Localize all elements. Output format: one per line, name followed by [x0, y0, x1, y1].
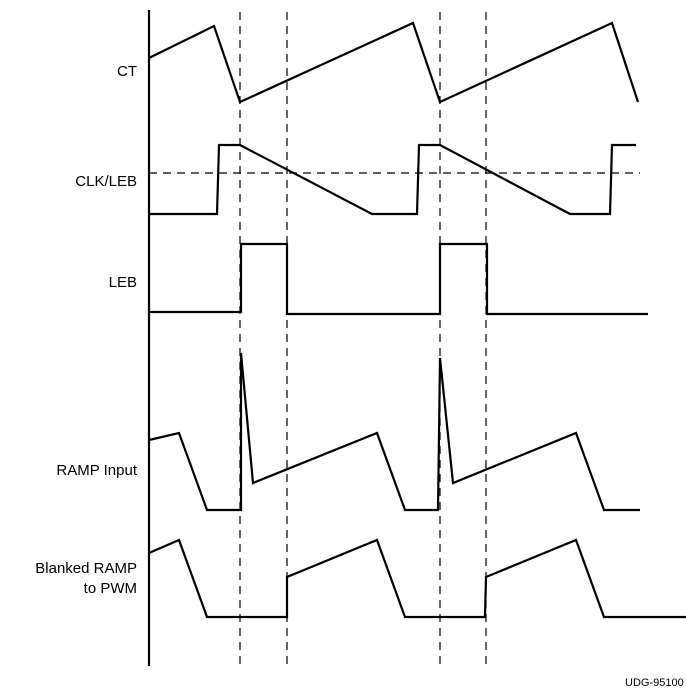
label-ct: CT [117, 63, 137, 80]
label-blanked-ramp-line2: to PWM [84, 580, 137, 597]
label-clk-leb: CLK/LEB [75, 173, 137, 190]
leb-waveform [149, 244, 648, 314]
blanked-ramp-waveform [149, 540, 686, 617]
figure-id: UDG-95100 [625, 677, 684, 689]
clk-leb-waveform [149, 145, 636, 214]
ramp-input-waveform [149, 353, 640, 510]
label-leb: LEB [109, 274, 137, 291]
ct-waveform [149, 23, 638, 102]
label-ramp-input: RAMP Input [56, 462, 137, 479]
label-blanked-ramp-line1: Blanked RAMP [35, 560, 137, 577]
